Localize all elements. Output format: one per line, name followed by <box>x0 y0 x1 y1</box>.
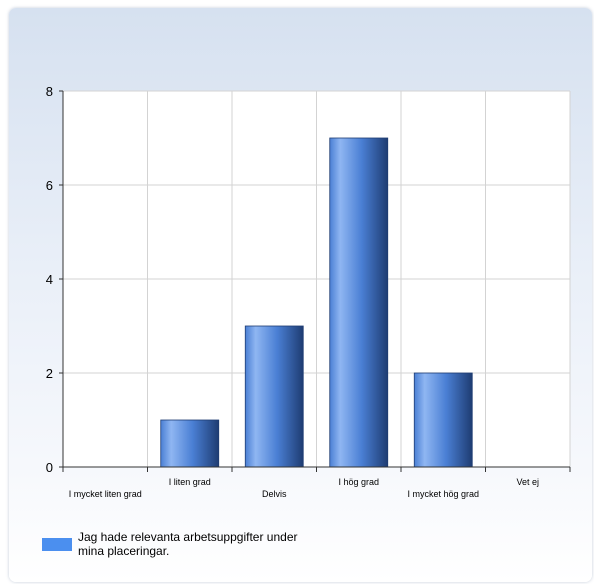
x-tick-label: I liten grad <box>169 477 211 487</box>
y-tick-labels: 0 2 4 6 8 <box>46 84 63 475</box>
x-tick-label: I mycket liten grad <box>69 489 142 499</box>
y-tick-label: 8 <box>46 84 53 99</box>
x-tick-label: I hög grad <box>338 477 379 487</box>
x-tick-labels: I mycket liten grad I liten grad Delvis I h… <box>69 477 539 499</box>
grid-lines <box>63 90 571 468</box>
bar-1 <box>160 419 220 468</box>
bar-2 <box>244 325 304 468</box>
legend-swatch <box>42 537 72 551</box>
x-tick-label: Delvis <box>262 489 287 499</box>
bars <box>160 137 473 468</box>
legend: Jag hade relevanta arbetsuppgifter under… <box>42 530 318 558</box>
y-tick-label: 2 <box>46 366 53 381</box>
legend-label: Jag hade relevanta arbetsuppgifter under… <box>78 530 298 558</box>
y-tick-label: 6 <box>46 178 53 193</box>
bar-3 <box>329 137 389 468</box>
y-tick-label: 0 <box>46 460 53 475</box>
y-tick-label: 4 <box>46 272 53 287</box>
x-tick-label: I mycket hög grad <box>407 489 479 499</box>
x-tick-label: Vet ej <box>516 477 539 487</box>
bar-4 <box>413 372 473 468</box>
